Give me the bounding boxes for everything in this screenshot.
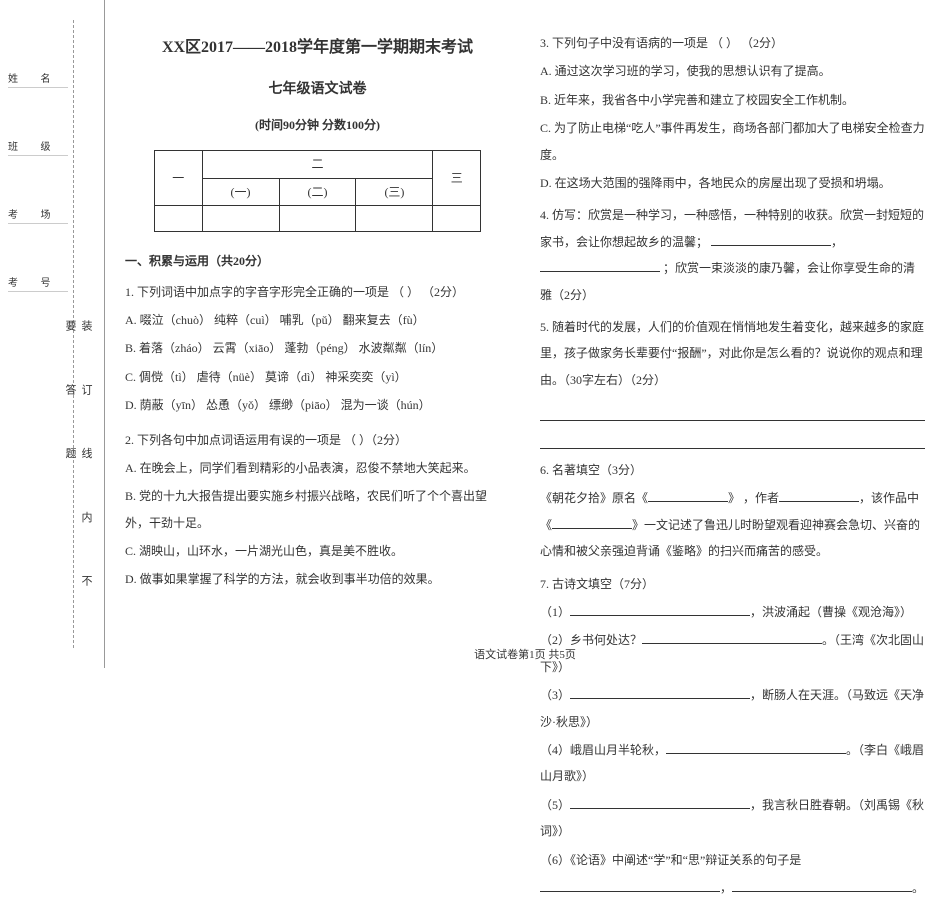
score-table: 一 二 三 (一) (二) (三): [154, 150, 481, 232]
table-row: (一) (二) (三): [154, 178, 480, 205]
q7-4-blank: [666, 740, 846, 754]
q7-6-n: （6）《论语》中阐述“学”和“思”辩证关系的句子是: [540, 853, 801, 867]
q7-3-blank: [570, 685, 750, 699]
q6-blank2: [779, 488, 859, 502]
q1-A: A. 啜泣（chuò） 纯粹（cuì） 哺乳（pǔ） 翻来复去（fù）: [125, 307, 510, 333]
label-room: 考 场: [8, 206, 68, 224]
q1-C: C. 倜傥（tì） 虐待（nüè） 莫谛（dì） 神采奕奕（yì）: [125, 364, 510, 390]
q7-6-blank1: [540, 878, 720, 892]
q7-2-blank: [642, 630, 822, 644]
q5-line2: [540, 429, 925, 449]
q6-t1: 《朝花夕拾》原名《: [540, 491, 648, 505]
q1-stem: 1. 下列词语中加点字的字音字形完全正确的一项是 （ ） （2分）: [125, 279, 510, 305]
q2-A: A. 在晚会上，同学们看到精彩的小品表演，忍俊不禁地大笑起来。: [125, 455, 510, 481]
cell-three: 三: [433, 151, 481, 206]
right-column: 3. 下列句子中没有语病的一项是 （ ） （2分） A. 通过这次学习班的学习，…: [540, 30, 925, 658]
label-class: 班 级: [8, 138, 68, 156]
q2-stem: 2. 下列各句中加点词语运用有误的一项是 （ ）（2分）: [125, 427, 510, 453]
binding-margin: 姓 名 班 级 考 场 考 号 装 订 线 内 不 要 答 题: [0, 0, 105, 668]
q2-D: D. 做事如果掌握了科学的方法，就会收到事半功倍的效果。: [125, 566, 510, 592]
q3-A: A. 通过这次学习班的学习，使我的思想认识有了提高。: [540, 58, 925, 84]
q7-3: （3），断肠人在天涯。（马致远《天净沙·秋思》）: [540, 682, 925, 735]
binding-instruction: 装 订 线 内 不 要 答 题: [62, 320, 94, 668]
q7-6-blank2: [732, 878, 912, 892]
cell-2-1: (一): [202, 178, 279, 205]
q7-1-tail: ，洪波涌起（曹操《观沧海》）: [750, 605, 912, 619]
exam-title: XX区2017——2018学年度第一学期期末考试: [125, 30, 510, 65]
q2-B: B. 党的十九大报告提出要实施乡村振兴战略，农民们听了个个喜出望外，干劲十足。: [125, 483, 510, 536]
cell-one: 一: [154, 151, 202, 206]
q7-5-n: （5）: [540, 798, 570, 812]
q3-stem: 3. 下列句子中没有语病的一项是 （ ） （2分）: [540, 30, 925, 56]
cell-two-header: 二: [202, 151, 433, 178]
label-name: 姓 名: [8, 70, 68, 88]
q6-blank1: [648, 488, 728, 502]
q7-6: （6）《论语》中阐述“学”和“思”辩证关系的句子是: [540, 847, 925, 873]
q6-t2: 》 ，作者: [728, 491, 779, 505]
cell-2-2: (二): [279, 178, 356, 205]
q7-1-n: （1）: [540, 605, 570, 619]
q5-line1: [540, 401, 925, 421]
cell-2-3: (三): [356, 178, 433, 205]
q6-head: 6. 名著填空（3分）: [540, 457, 925, 483]
q7-6b: ，。: [540, 875, 925, 901]
q3-D: D. 在这场大范围的强降雨中，各地民众的房屋出现了受损和坍塌。: [540, 170, 925, 196]
exam-meta: (时间90分钟 分数100分): [125, 112, 510, 138]
q2-C: C. 湖映山，山环水，一片湖光山色，真是美不胜收。: [125, 538, 510, 564]
label-number: 考 号: [8, 274, 68, 292]
q6-body: 《朝花夕拾》原名《》 ，作者，该作品中《》一文记述了鲁迅儿时盼望观看迎神赛会急切…: [540, 485, 925, 564]
q7-5-blank: [570, 795, 750, 809]
section-1-head: 一、积累与运用（共20分）: [125, 248, 510, 274]
q7-3-n: （3）: [540, 688, 570, 702]
table-row: 一 二 三: [154, 151, 480, 178]
q7-5: （5），我言秋日胜春朝。（刘禹锡《秋词》）: [540, 792, 925, 845]
q5-stem: 5. 随着时代的发展，人们的价值观在悄悄地发生着变化，越来越多的家庭里，孩子做家…: [540, 314, 925, 393]
q1-B: B. 着落（zháo） 云霄（xiāo） 蓬勃（péng） 水波粼粼（lín）: [125, 335, 510, 361]
q7-1: （1） ，洪波涌起（曹操《观沧海》）: [540, 599, 925, 625]
q7-head: 7. 古诗文填空（7分）: [540, 571, 925, 597]
margin-labels: 姓 名 班 级 考 场 考 号: [8, 70, 68, 292]
page-footer: 语文试卷第1页 共5页: [105, 646, 945, 662]
q7-1-blank: [570, 602, 750, 616]
q4: 4. 仿写：欣赏是一种学习，一种感悟，一种特别的收获。欣赏一封短短的家书，会让你…: [540, 202, 925, 308]
q7-4-n: （4）峨眉山月半轮秋，: [540, 743, 666, 757]
q3-B: B. 近年来，我省各中小学完善和建立了校园安全工作机制。: [540, 87, 925, 113]
page-content: XX区2017——2018学年度第一学期期末考试 七年级语文试卷 (时间90分钟…: [105, 0, 945, 668]
table-row: [154, 206, 480, 232]
q6-blank3: [552, 515, 632, 529]
q3-C: C. 为了防止电梯“吃人”事件再发生，商场各部门都加大了电梯安全检查力度。: [540, 115, 925, 168]
q7-4: （4）峨眉山月半轮秋，。（李白《峨眉山月歌》）: [540, 737, 925, 790]
exam-subtitle: 七年级语文试卷: [125, 75, 510, 106]
q1-D: D. 荫蔽（yīn） 怂恿（yǒ） 缥缈（piāo） 混为一谈（hún）: [125, 392, 510, 418]
q4-blank2: [540, 258, 660, 272]
left-column: XX区2017——2018学年度第一学期期末考试 七年级语文试卷 (时间90分钟…: [125, 30, 510, 658]
q4-blank1: [711, 232, 831, 246]
